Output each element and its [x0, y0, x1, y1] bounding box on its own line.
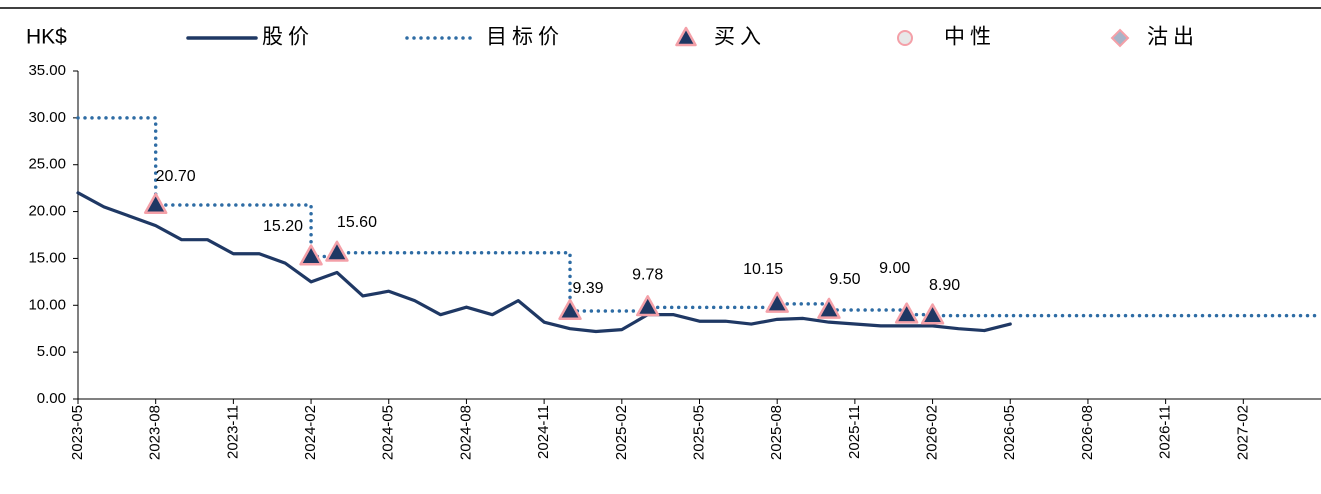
data-label: 8.90 — [929, 277, 960, 294]
x-tick-label: 2023-11 — [224, 405, 241, 459]
legend-symbol — [1110, 28, 1130, 48]
buy-marker — [636, 295, 660, 317]
y-tick-label: 15.00 — [28, 249, 66, 266]
data-label: 9.50 — [829, 271, 860, 288]
x-tick-label: 2024-02 — [302, 405, 319, 460]
x-tick-label: 2026-11 — [1157, 405, 1174, 459]
y-tick-label: 25.00 — [28, 156, 66, 173]
x-tick-label: 2024-05 — [380, 405, 397, 460]
data-label: 9.78 — [632, 267, 663, 284]
x-tick-label: 2023-08 — [147, 405, 164, 460]
data-label: 15.60 — [337, 214, 377, 231]
legend-label: 中性 — [944, 26, 996, 49]
data-label: 10.15 — [743, 261, 783, 278]
buy-marker — [920, 303, 945, 325]
buy-marker — [325, 240, 349, 262]
y-tick-label: 5.00 — [37, 343, 66, 360]
buy-marker — [143, 192, 168, 214]
legend-symbol — [897, 30, 913, 46]
x-tick-label: 2025-08 — [768, 405, 785, 460]
y-tick-label: 10.00 — [28, 296, 66, 313]
x-tick-label: 2024-11 — [535, 405, 552, 459]
data-label: 15.20 — [263, 218, 303, 235]
x-tick-label: 2023-05 — [69, 405, 86, 460]
data-label: 20.70 — [156, 168, 196, 185]
x-tick-label: 2025-11 — [846, 405, 863, 459]
data-label: 9.00 — [879, 260, 910, 277]
buy-marker — [765, 291, 789, 313]
legend-label: 股价 — [262, 26, 314, 49]
buy-marker — [894, 302, 919, 324]
price-line — [76, 191, 1012, 334]
buy-marker — [558, 298, 582, 320]
y-tick-label: 30.00 — [28, 109, 66, 126]
x-tick-label: 2026-08 — [1079, 405, 1096, 460]
y-unit-label: HK$ — [26, 26, 67, 49]
y-tick-label: 0.00 — [37, 390, 66, 407]
buy-marker — [817, 297, 841, 319]
data-label: 9.39 — [572, 280, 603, 297]
legend-label: 沽出 — [1147, 26, 1199, 49]
y-tick-label: 35.00 — [28, 62, 66, 79]
y-tick-label: 20.00 — [28, 203, 66, 220]
buy-marker — [299, 244, 323, 266]
x-tick-label: 2026-02 — [924, 405, 941, 460]
legend-label: 目标价 — [486, 26, 564, 49]
x-tick-label: 2025-05 — [690, 405, 707, 460]
x-tick-label: 2024-08 — [457, 405, 474, 460]
legend-symbol — [675, 26, 697, 47]
x-tick-label: 2027-02 — [1234, 405, 1251, 460]
x-tick-label: 2025-02 — [613, 405, 630, 460]
x-tick-label: 2026-05 — [1001, 405, 1018, 460]
legend-label: 买入 — [714, 26, 766, 49]
target-price-line — [76, 116, 1321, 318]
